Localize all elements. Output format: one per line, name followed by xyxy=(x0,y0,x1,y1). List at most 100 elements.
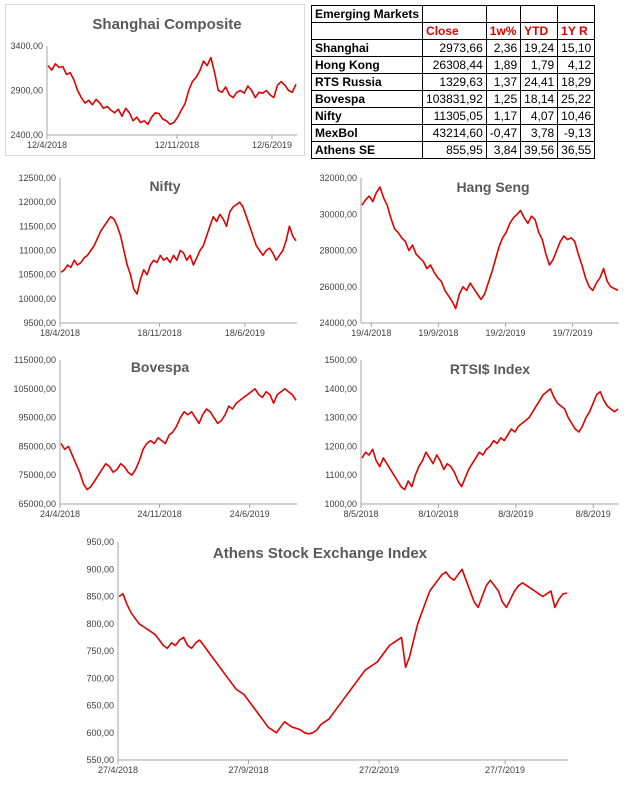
y-tick-label: 1000,00 xyxy=(324,499,357,509)
x-tick-label: 19/4/2018 xyxy=(351,328,391,338)
x-tick-label: 8/10/2018 xyxy=(418,509,458,519)
market-name-cell: Shanghai xyxy=(310,39,424,57)
x-tick-label: 8/8/2019 xyxy=(576,509,611,519)
table-row: MexBol 43214,60 -0,47 3,78 -9,13 xyxy=(310,124,596,142)
chart-title: Shanghai Composite xyxy=(92,16,241,33)
table-value-cell: 1,89 xyxy=(485,56,522,74)
table-header-cell: YTD xyxy=(520,22,559,40)
y-tick-label: 750,00 xyxy=(86,646,114,656)
y-tick-label: 12500,00 xyxy=(18,173,56,183)
y-tick-label: 1100,00 xyxy=(325,470,357,480)
table-value-cell: 10,46 xyxy=(557,107,596,125)
table-value-cell: 1,79 xyxy=(520,56,559,74)
table-value-cell: 26308,44 xyxy=(422,56,487,74)
chart-title: Hang Seng xyxy=(456,179,529,195)
table-value-cell: 25,22 xyxy=(557,90,596,108)
table-value-cell: 855,95 xyxy=(422,141,487,159)
series-line xyxy=(361,387,619,491)
y-tick-label: 1300,00 xyxy=(324,413,357,423)
x-tick-label: 12/11/2018 xyxy=(155,140,199,150)
table-row: Shanghai 2973,66 2,36 19,24 15,10 xyxy=(310,39,596,57)
table-header-cell: Close xyxy=(422,22,487,40)
y-tick-label: 950,00 xyxy=(86,537,114,547)
y-tick-label: 3400,00 xyxy=(10,41,43,51)
y-tick-label: 1400,00 xyxy=(324,384,357,394)
table-header-cell xyxy=(310,22,424,40)
y-tick-label: 1500,00 xyxy=(324,355,357,365)
rtsi-index-svg: RTSI$ Index 1000,00 1100,00 1200,00 1300,00 1… xyxy=(324,355,619,519)
table-title-blank-cell xyxy=(520,5,559,23)
table-value-cell: 18,29 xyxy=(557,73,596,91)
y-tick-label: 30000,00 xyxy=(319,209,357,219)
x-tick-label: 18/11/2018 xyxy=(137,328,181,338)
table-title-blank-cell xyxy=(422,5,487,23)
table-value-cell: 3,84 xyxy=(485,141,522,159)
x-tick-label: 27/7/2019 xyxy=(485,765,525,775)
market-name-cell: MexBol xyxy=(310,124,424,142)
y-tick-label: 24000,00 xyxy=(319,318,357,328)
table-value-cell: 43214,60 xyxy=(422,124,487,142)
series-line xyxy=(361,186,619,310)
table-value-cell: 2973,66 xyxy=(422,39,487,57)
y-tick-label: 85000,00 xyxy=(18,441,56,451)
table-value-cell: 19,24 xyxy=(520,39,559,57)
table-value-cell: 1,25 xyxy=(485,90,522,108)
market-name-cell: Hong Kong xyxy=(310,56,424,74)
table-value-cell: 1,17 xyxy=(485,107,522,125)
x-tick-label: 24/4/2018 xyxy=(40,509,80,519)
x-tick-label: 19/9/2018 xyxy=(418,328,458,338)
y-tick-label: 600,00 xyxy=(86,728,114,738)
series-line xyxy=(47,56,297,126)
y-tick-label: 900,00 xyxy=(86,564,114,574)
x-tick-label: 8/5/2018 xyxy=(343,509,378,519)
table-header-cell: 1w% xyxy=(485,22,522,40)
table-value-cell: 36,55 xyxy=(557,141,596,159)
table-value-cell: 2,36 xyxy=(485,39,522,57)
table-row: RTS Russia 1329,63 1,37 24,41 18,29 xyxy=(310,73,596,91)
table-title-row: Emerging Markets xyxy=(310,5,596,23)
table-value-cell: 103831,92 xyxy=(422,90,487,108)
table-title-blank-cell xyxy=(557,5,596,23)
y-tick-label: 700,00 xyxy=(86,673,114,683)
table-value-cell: 15,10 xyxy=(557,39,596,57)
x-tick-label: 8/3/2019 xyxy=(498,509,533,519)
y-tick-label: 75000,00 xyxy=(18,470,56,480)
series-line xyxy=(60,201,297,295)
y-tick-label: 1200,00 xyxy=(324,441,357,451)
x-tick-label: 18/4/2018 xyxy=(40,328,80,338)
table-value-cell: 11305,05 xyxy=(422,107,487,125)
market-name-cell: Nifty xyxy=(310,107,424,125)
y-tick-label: 10000,00 xyxy=(18,294,56,304)
series-line xyxy=(60,387,297,491)
y-tick-label: 2400,00 xyxy=(10,130,43,140)
y-tick-label: 550,00 xyxy=(86,755,114,765)
table-value-cell: 39,56 xyxy=(520,141,559,159)
chart-frame xyxy=(5,4,305,156)
hang-seng-chart: Hang Seng 24000,00 26000,00 28000,00 30000,0… xyxy=(311,170,623,350)
x-tick-label: 27/9/2018 xyxy=(228,765,268,775)
x-tick-label: 27/2/2019 xyxy=(359,765,399,775)
table-value-cell: 24,41 xyxy=(520,73,559,91)
nifty-svg: Nifty 9500,00 10000,00 10500,00 11000,00 1150… xyxy=(18,173,297,338)
table-title-blank-cell xyxy=(485,5,522,23)
nifty-chart: Nifty 9500,00 10000,00 10500,00 11000,00 1150… xyxy=(5,170,305,350)
x-tick-label: 12/4/2018 xyxy=(27,140,67,150)
y-tick-label: 115000,00 xyxy=(14,355,56,365)
table-value-cell: 3,78 xyxy=(520,124,559,142)
table-value-cell: 1329,63 xyxy=(422,73,487,91)
y-tick-label: 2900,00 xyxy=(10,86,43,96)
chart-title: RTSI$ Index xyxy=(450,361,530,377)
bovespa-chart: Bovespa 65000,00 75000,00 85000,00 95000,00 1… xyxy=(5,352,305,528)
y-tick-label: 95000,00 xyxy=(18,413,56,423)
athens-stock-exchange-chart: Athens Stock Exchange Index 550,00 600,00 6… xyxy=(70,534,580,780)
y-tick-label: 850,00 xyxy=(86,592,114,602)
y-tick-label: 105000,00 xyxy=(13,384,56,394)
table-value-cell: -0,47 xyxy=(485,124,522,142)
table-value-cell: 4,07 xyxy=(520,107,559,125)
chart-title: Athens Stock Exchange Index xyxy=(213,545,428,562)
y-tick-label: 800,00 xyxy=(86,619,114,629)
emerging-markets-table: Emerging Markets Close 1w% YTD 1Y R Shanghai 2… xyxy=(310,5,596,159)
x-tick-label: 24/11/2018 xyxy=(137,509,181,519)
y-tick-label: 65000,00 xyxy=(18,499,56,509)
athens-stock-exchange-svg: Athens Stock Exchange Index 550,00 600,00 6… xyxy=(86,537,568,775)
